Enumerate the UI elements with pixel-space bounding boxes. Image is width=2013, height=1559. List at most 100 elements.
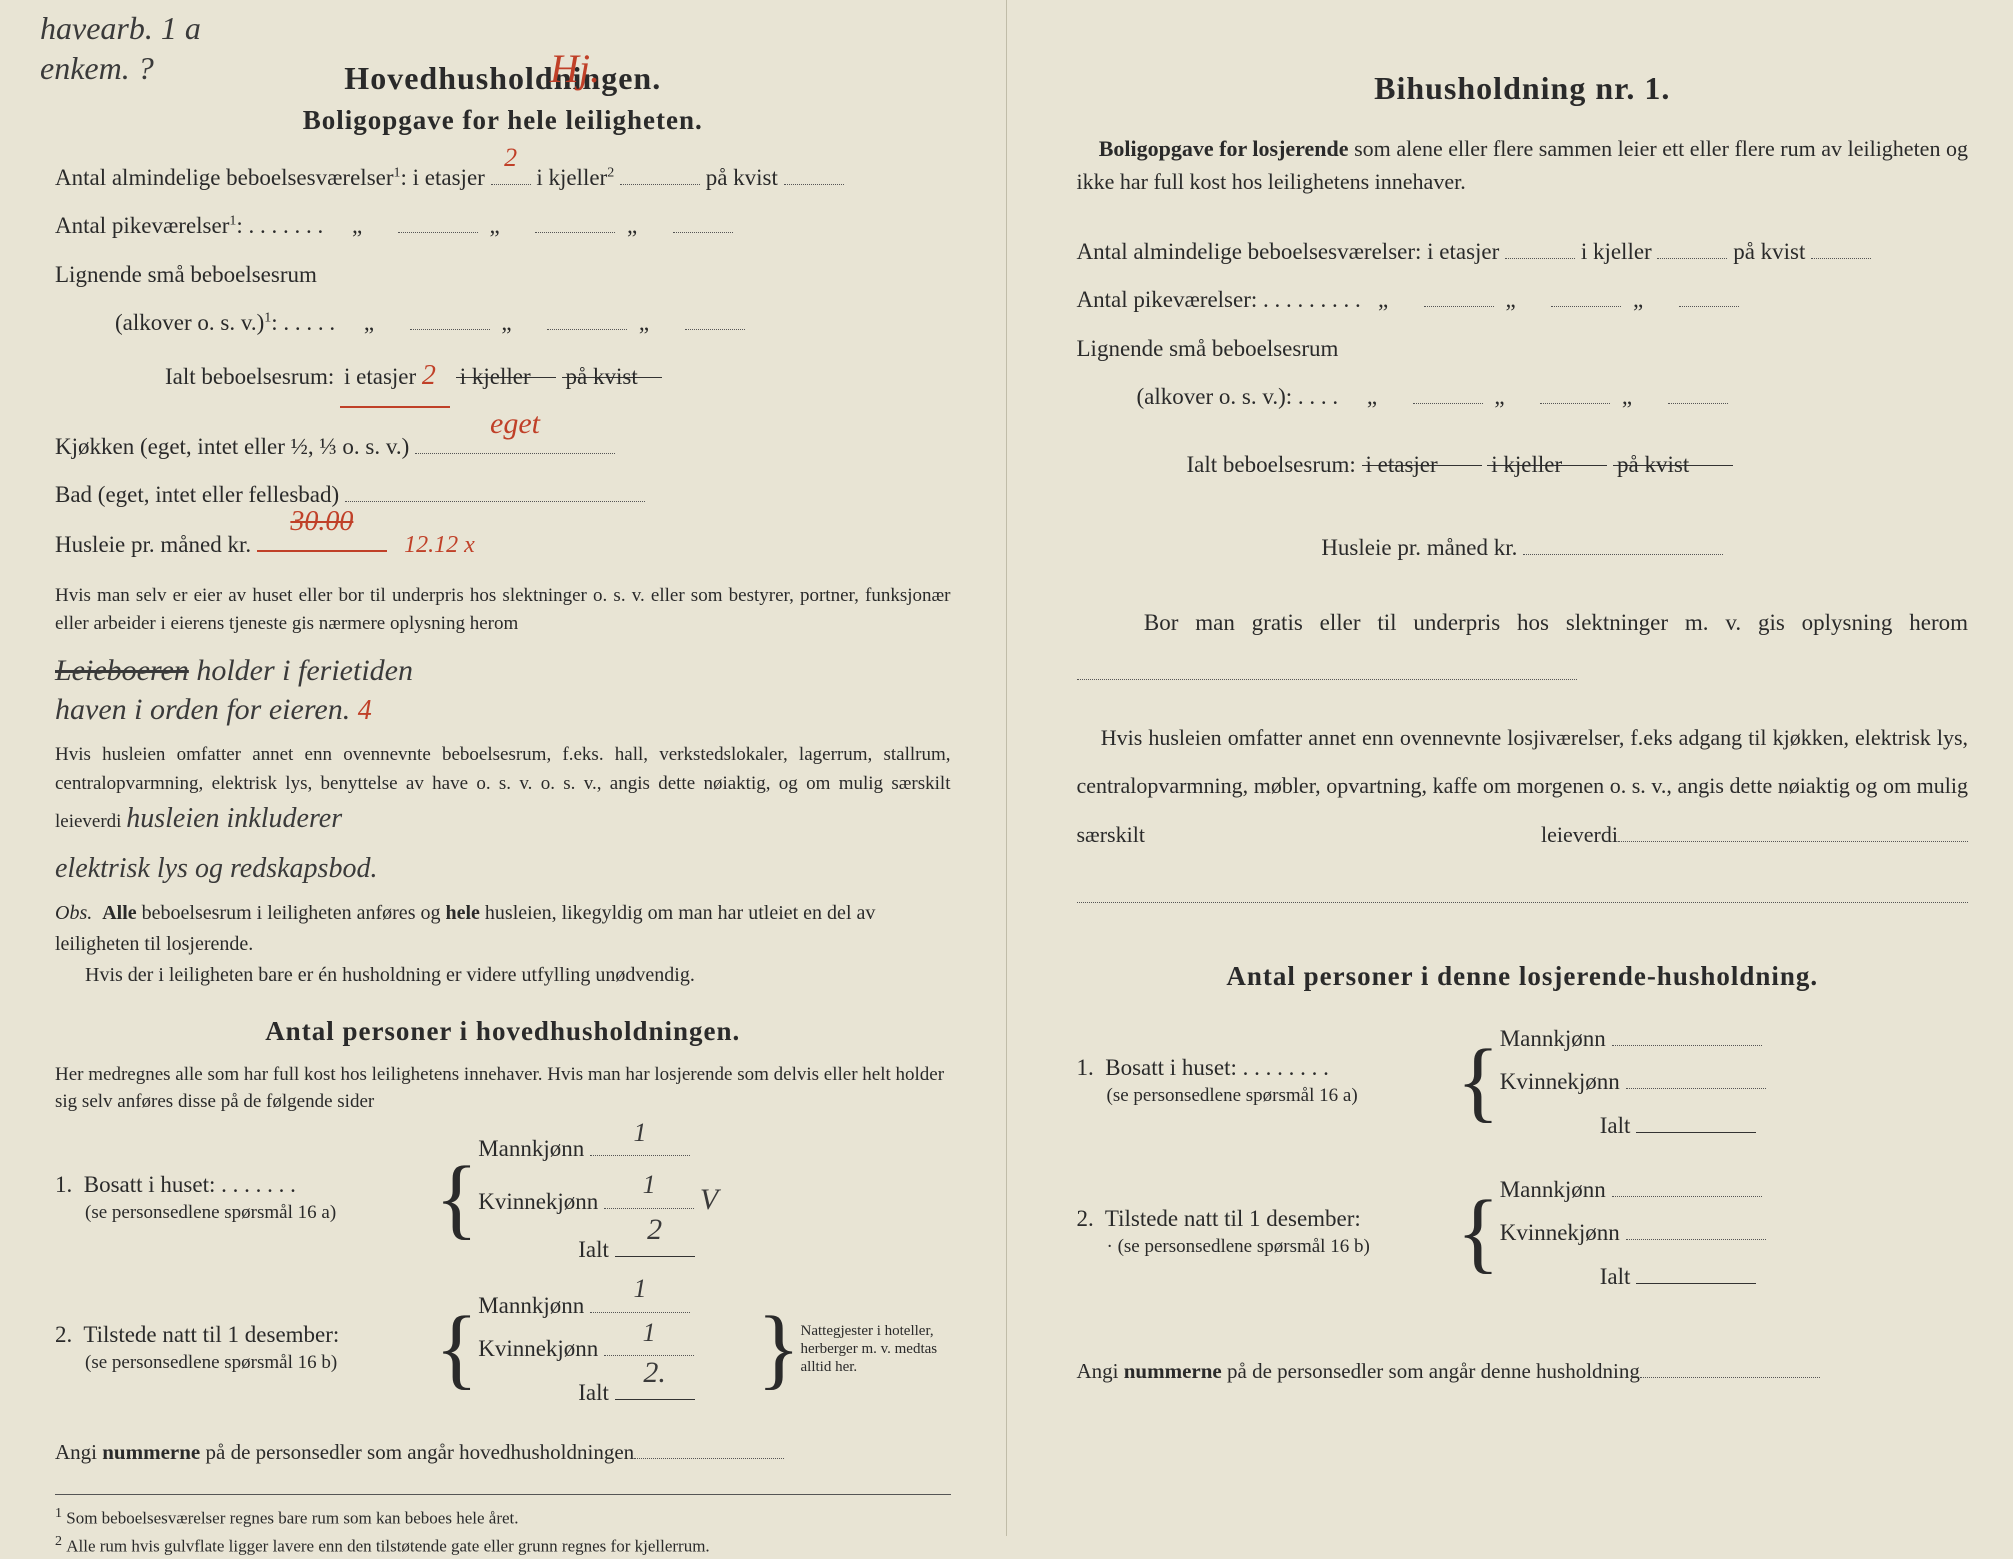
r-kvinne2: Kvinnekjønn [1500,1220,1620,1245]
handwritten2b: elektrisk lys og redskapsbod. [55,852,951,886]
r-q2-num: 2. [1077,1206,1094,1231]
kvist-label: på kvist [706,165,778,190]
annotation-top2: enkem. ? [40,50,154,87]
r-alm-label: Antal almindelige beboelsesværelser: i e… [1077,239,1500,264]
kvinne-label2: Kvinnekjønn [478,1336,598,1361]
pike-line: Antal pikeværelser1: . . . . . . . „ „ „ [55,202,951,250]
r-angi-bold: nummerne [1124,1359,1222,1383]
ialt-label2: Ialt [578,1380,609,1405]
r-brace1: { [1457,1064,1500,1100]
mann-label: Mannkjønn [478,1136,584,1161]
footnotes: 1 Som beboelsesværelser regnes bare rum … [55,1494,951,1559]
alm-label: Antal almindelige beboelsesværelser [55,165,394,190]
r-q1-sub: (se personsedlene spørsmål 16 a) [1077,1085,1358,1106]
husleie-label: Husleie pr. måned kr. [55,532,251,557]
q1-label: Bosatt i huset: . . . . . . . [84,1172,296,1197]
ialt-label1: Ialt [578,1237,609,1262]
fn1-num: 1 [55,1506,62,1521]
q1-mann: 1 [590,1108,690,1157]
r-pike-label: Antal pikeværelser: . . . . . . . . . [1077,287,1361,312]
angi-line: Angi nummerne på de personsedler som ang… [55,1430,951,1474]
ialt-etasjer: i etasjer [344,364,416,389]
obs-block: Obs. Alle beboelsesrum i leiligheten anf… [55,898,951,991]
husleie-val: 30.00 [257,493,387,552]
angi-bold: nummerne [102,1440,200,1464]
r-husleie-line: Husleie pr. måned kr. [1077,524,1969,572]
obs-text2: Hvis der i leiligheten bare er én hushol… [55,964,695,986]
kjokken-label: Kjøkken (eget, intet eller ½, ⅓ o. s. v.… [55,434,409,459]
pike-dots: : . . . . . . . [236,213,323,238]
r-q2-label: Tilstede natt til 1 desember: [1105,1206,1361,1231]
fn2: Alle rum hvis gulvflate ligger lavere en… [66,1536,709,1555]
r-ialt-line: Ialt beboelsesrum: i etasjer i kjeller p… [1077,441,1969,489]
handwritten2: husleien inkluderer [126,803,342,834]
handwritten1: Leieboeren Leieboeren holder i ferietide… [55,651,951,690]
person-q1: 1. Bosatt i huset: . . . . . . . (se per… [55,1127,951,1271]
r-note1-block: Bor man gratis eller til underpris hos s… [1077,598,1969,699]
right-title: Bihusholdning nr. 1. [1077,70,1969,107]
alkover-line: (alkover o. s. v.)1: . . . . . „ „ „ [55,299,951,347]
ialt-label: Ialt beboelsesrum: [165,364,334,389]
q2-num: 2. [55,1322,72,1347]
right-page: Bihusholdning nr. 1. Boligopgave for los… [1007,0,2013,1536]
persons-intro: Her medregnes alle som har full kost hos… [55,1062,951,1115]
lignende-line: Lignende små beboelsesrum [55,251,951,299]
r-mann2: Mannkjønn [1500,1177,1606,1202]
r-q2-sub: · (se personsedlene spørsmål 16 b) [1077,1236,1370,1257]
brace-icon3: { [757,1331,800,1367]
obs-label: Obs. [55,902,92,924]
left-page: havearb. 1 a enkem. ? Hj. Hovedhusholdni… [0,0,1007,1536]
q2-sub: (se personsedlene spørsmål 16 b) [55,1352,337,1373]
r-ialt-kvist: på kvist [1617,452,1689,477]
husleie-line: Husleie pr. måned kr. 30.00 12.12 x [55,520,951,570]
etasjer-label: : i etasjer [401,165,485,190]
obs-bold2: hele [445,902,479,924]
r-person-q1: 1. Bosatt i huset: . . . . . . . . (se p… [1077,1017,1969,1148]
r-person-q2: 2. Tilstede natt til 1 desember: · (se p… [1077,1168,1969,1299]
bad-line: Bad (eget, intet eller fellesbad) [55,471,951,519]
r-brace2: { [1457,1215,1500,1251]
kjeller-label: i kjeller [536,165,607,190]
kjokken-line: Kjøkken (eget, intet eller ½, ⅓ o. s. v.… [55,423,951,471]
husleie-red-note: 12.12 x [404,532,475,558]
red-4: 4 [358,695,372,726]
r-pike-line: Antal pikeværelser: . . . . . . . . . „ … [1077,276,1969,324]
q2-mann: 1 [590,1264,690,1313]
ialt-kvist: på kvist [566,364,638,389]
q1-check: V [700,1183,718,1216]
r-mann1: Mannkjønn [1500,1026,1606,1051]
r-kvinne1: Kvinnekjønn [1500,1069,1620,1094]
brace-icon2: { [435,1331,478,1367]
r-kvist-label: på kvist [1733,239,1805,264]
person-q2: 2. Tilstede natt til 1 desember: (se per… [55,1284,951,1415]
obs-bold1: Alle [102,902,136,924]
q2-label: Tilstede natt til 1 desember: [83,1322,339,1347]
fn2-num: 2 [55,1534,62,1549]
r-kjeller-label: i kjeller [1581,239,1652,264]
annotation-red: Hj. [550,45,600,92]
r-ialt-label: Ialt beboelsesrum: [1187,452,1356,477]
left-title: Hovedhusholdningen. [55,60,951,97]
r-ialt1: Ialt [1600,1113,1631,1138]
brace-icon: { [435,1181,478,1217]
right-intro-bold: Boligopgave for losjerende [1099,136,1349,161]
fn1: Som beboelsesværelser regnes bare rum so… [66,1508,518,1527]
q2-ialt: 2. [615,1344,695,1401]
r-q1-num: 1. [1077,1055,1094,1080]
kvinne-label: Kvinnekjønn [478,1189,598,1214]
note2-block: Hvis husleien omfatter annet enn ovennev… [55,741,951,840]
sup1: 1 [394,165,401,180]
r-alkover-line: (alkover o. s. v.): . . . . „ „ „ [1077,373,1969,421]
kjokken-val: eget [415,392,615,455]
r-q1-label: Bosatt i huset: . . . . . . . . [1105,1055,1329,1080]
persons-heading: Antal personer i hovedhusholdningen. [55,1016,951,1047]
r-angi-line: Angi nummerne på de personsedler som ang… [1077,1349,1969,1393]
rooms-alm-line: Antal almindelige beboelsesværelser1: i … [55,154,951,202]
alkover-dots: : . . . . . [271,310,335,335]
r-note2-block: Hvis husleien omfatter annet enn ovennev… [1077,714,1969,921]
note1: Hvis man selv er eier av huset eller bor… [55,582,951,639]
q1-sub: (se personsedlene spørsmål 16 a) [55,1202,336,1223]
r-husleie: Husleie pr. måned kr. [1321,535,1517,560]
r-persons-heading: Antal personer i denne losjerende-hushol… [1077,961,1969,992]
etasjer-val: 2 [491,131,531,186]
